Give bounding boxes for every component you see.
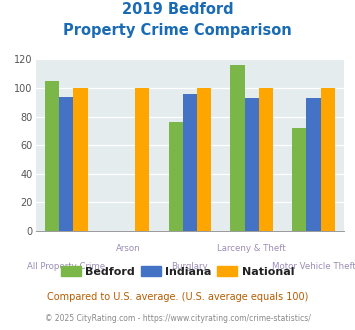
Bar (45, 81, 59, 231)
Bar (135, 88, 149, 231)
Legend: Bedford, Indiana, National: Bedford, Indiana, National (56, 261, 299, 281)
Bar (321, 88, 335, 231)
Bar (259, 88, 273, 231)
Bar (59, 97, 73, 231)
Text: Burglary: Burglary (171, 262, 208, 271)
Bar (169, 122, 183, 231)
Text: Property Crime Comparison: Property Crime Comparison (63, 23, 292, 38)
Text: All Property Crime: All Property Crime (27, 262, 105, 271)
Bar (292, 128, 306, 231)
Text: Motor Vehicle Theft: Motor Vehicle Theft (272, 262, 355, 271)
Bar (245, 98, 259, 231)
Text: Arson: Arson (116, 244, 141, 253)
Bar (183, 94, 197, 231)
Bar (73, 88, 88, 231)
Text: Larceny & Theft: Larceny & Theft (217, 244, 286, 253)
Text: © 2025 CityRating.com - https://www.cityrating.com/crime-statistics/: © 2025 CityRating.com - https://www.city… (45, 314, 310, 323)
Text: 2019 Bedford: 2019 Bedford (122, 2, 233, 16)
Bar (306, 98, 321, 231)
Bar (197, 88, 211, 231)
Bar (230, 65, 245, 231)
Text: Compared to U.S. average. (U.S. average equals 100): Compared to U.S. average. (U.S. average … (47, 292, 308, 302)
